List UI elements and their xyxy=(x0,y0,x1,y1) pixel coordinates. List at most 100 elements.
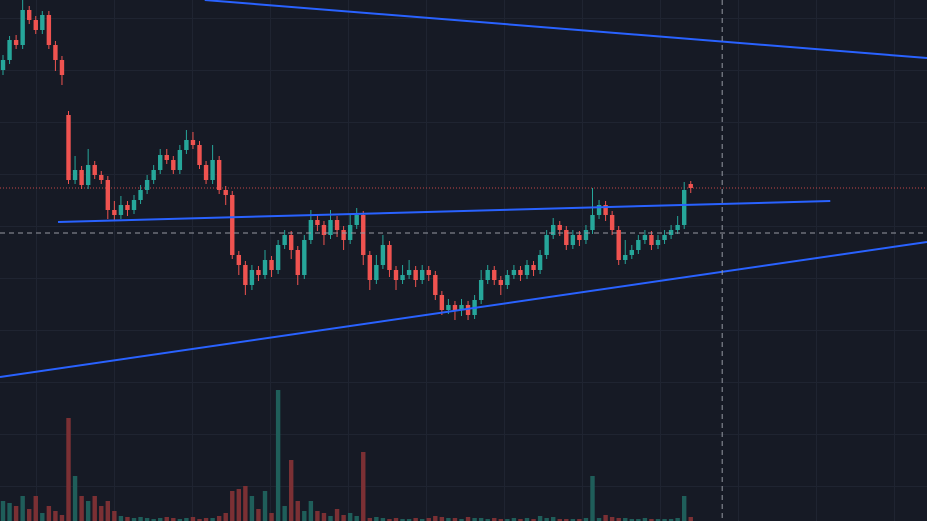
volume-bar xyxy=(570,519,576,521)
candle-body xyxy=(230,195,235,255)
volume-bar xyxy=(681,496,687,521)
candle-body xyxy=(46,15,52,45)
volume-bar xyxy=(380,518,386,521)
volume-bar xyxy=(537,516,543,521)
volume-bar xyxy=(295,501,300,521)
volume-bar xyxy=(367,518,373,521)
volume-bar xyxy=(256,509,261,521)
candle-body xyxy=(452,305,458,310)
candle-body xyxy=(655,240,661,245)
volume-bar xyxy=(59,515,65,521)
candle-body xyxy=(668,230,674,235)
candle-body xyxy=(387,245,392,270)
candle-body xyxy=(347,225,353,240)
trend-line xyxy=(0,241,927,378)
candle-body xyxy=(164,155,169,160)
volume-bar xyxy=(478,518,484,521)
candle-body xyxy=(302,240,307,275)
candle-body xyxy=(144,180,150,190)
candle-body xyxy=(295,250,300,275)
volume-bar xyxy=(184,518,189,521)
volume-bar xyxy=(105,501,111,521)
volume-bar xyxy=(531,519,536,521)
volume-bar xyxy=(144,518,150,521)
volume-bar xyxy=(138,517,143,521)
candle-body xyxy=(537,255,543,270)
candle-body xyxy=(308,220,314,240)
volume-bar xyxy=(0,501,6,521)
volume-bar xyxy=(315,511,320,521)
volume-bar xyxy=(688,517,693,521)
candle-body xyxy=(492,270,497,280)
candle-body xyxy=(236,255,242,265)
candle-body xyxy=(675,225,680,230)
candle-body xyxy=(203,165,209,180)
volume-bar xyxy=(40,513,45,521)
candle-body xyxy=(518,270,523,275)
volume-bar xyxy=(420,519,425,521)
volume-bar xyxy=(675,518,680,521)
candle-body xyxy=(688,184,693,188)
volume-bar xyxy=(596,518,602,521)
candle-body xyxy=(177,150,183,170)
candle-body xyxy=(557,225,562,230)
candle-body xyxy=(249,270,255,285)
volume-bar xyxy=(308,501,314,521)
candle-body xyxy=(498,280,504,285)
volume-bar xyxy=(347,513,353,521)
candle-body xyxy=(590,215,595,230)
candle-body xyxy=(446,305,451,310)
candle-body xyxy=(269,260,274,270)
candle-body xyxy=(190,140,196,145)
volume-bar xyxy=(629,519,634,521)
candle-body xyxy=(380,245,386,265)
volume-bar xyxy=(426,518,431,521)
volume-bar xyxy=(662,519,667,521)
candle-body xyxy=(459,305,464,310)
volume-bar xyxy=(341,515,346,521)
volume-bar xyxy=(321,513,327,521)
candle-body xyxy=(400,275,405,280)
candle-body xyxy=(13,40,19,45)
candle-body xyxy=(125,205,130,210)
candle-body xyxy=(485,270,490,280)
candle-body xyxy=(151,170,156,180)
candle-body xyxy=(623,255,628,260)
volume-bar xyxy=(66,418,71,521)
volume-bar xyxy=(53,511,58,521)
candle-body xyxy=(112,210,117,215)
volume-bar xyxy=(112,511,117,521)
candle-body xyxy=(210,160,215,180)
volume-bar xyxy=(433,516,438,521)
candle-body xyxy=(289,235,294,250)
candle-body xyxy=(66,115,71,180)
candle-body xyxy=(570,235,576,245)
candle-body xyxy=(138,190,143,200)
candle-body xyxy=(393,270,399,280)
volume-bar xyxy=(164,517,169,521)
volume-bar xyxy=(33,496,38,521)
candle-body xyxy=(53,45,58,60)
candle-body xyxy=(511,270,517,275)
volume-bar xyxy=(328,516,333,521)
candle-body xyxy=(321,225,327,235)
candle-body xyxy=(420,270,425,280)
candle-body xyxy=(0,60,6,70)
volume-bar xyxy=(243,486,248,521)
volume-bar xyxy=(334,509,340,521)
candle-body xyxy=(85,165,91,185)
candle-body xyxy=(616,230,621,260)
candle-body xyxy=(629,250,634,255)
volume-bar xyxy=(452,518,458,521)
candle-body xyxy=(413,270,418,280)
candle-body xyxy=(131,200,137,210)
candle-body xyxy=(544,235,549,255)
volume-bar xyxy=(223,513,228,521)
candle-body xyxy=(577,235,582,240)
volume-bar xyxy=(400,519,405,521)
candle-body xyxy=(158,155,163,170)
volume-bar xyxy=(79,496,84,521)
candle-body xyxy=(505,275,510,285)
